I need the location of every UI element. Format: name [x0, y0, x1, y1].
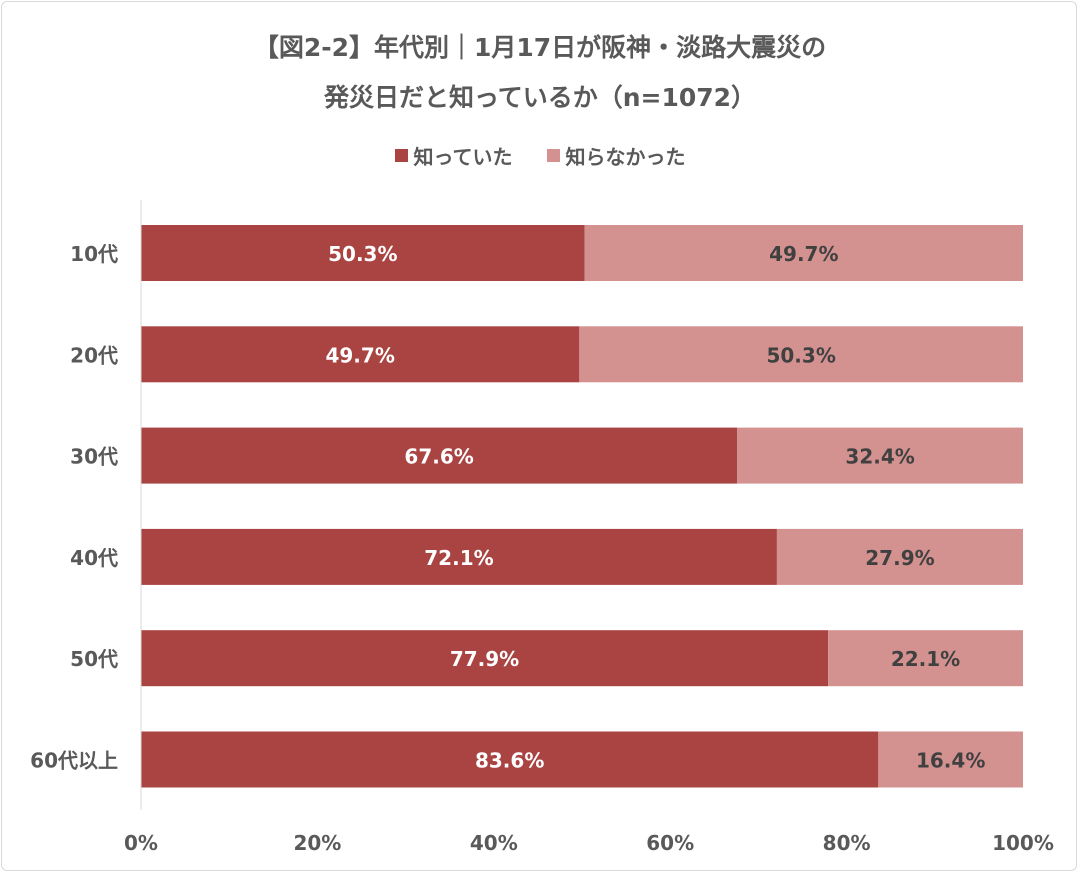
x-tick-label: 60%: [646, 831, 694, 855]
category-label: 40代: [70, 546, 118, 570]
x-tick-label: 40%: [470, 831, 518, 855]
x-tick-label: 80%: [823, 831, 871, 855]
legend-item-known: 知っていた: [394, 141, 513, 170]
bar-segment-known: [141, 225, 585, 281]
data-label: 50.3%: [766, 343, 835, 367]
legend-item-unknown: 知らなかった: [546, 141, 686, 170]
category-label: 10代: [70, 242, 118, 266]
legend-label-unknown: 知らなかった: [565, 145, 686, 169]
legend: 知っていた 知らなかった: [0, 141, 1080, 170]
x-tick-label: 20%: [293, 831, 341, 855]
bar-segment-known: [141, 326, 580, 383]
bar-segment-known: [141, 427, 738, 484]
data-label: 50.3%: [328, 242, 397, 266]
data-label: 49.7%: [325, 343, 394, 367]
data-label: 67.6%: [404, 445, 473, 469]
category-label: 20代: [70, 343, 118, 367]
x-tick-label: 100%: [992, 831, 1054, 855]
bar-segment-unknown: [828, 630, 1023, 687]
data-label: 32.4%: [845, 445, 914, 469]
bar-segment-unknown: [579, 326, 1023, 383]
data-label: 72.1%: [424, 546, 493, 570]
bar-segment-unknown: [737, 427, 1023, 484]
data-label: 22.1%: [891, 647, 960, 671]
category-label: 30代: [70, 445, 118, 469]
legend-label-known: 知っていた: [413, 145, 513, 169]
bar-segment-unknown: [776, 528, 1023, 585]
legend-swatch-known: [394, 149, 408, 162]
category-label: 60代以上: [30, 749, 118, 773]
data-label: 49.7%: [769, 242, 838, 266]
bar-segment-known: [141, 731, 879, 788]
chart-title-line-1: 【図2-2】年代別｜1月17日が阪神・淡路大震災の: [253, 33, 827, 62]
bar-segment-unknown: [878, 731, 1023, 788]
data-label: 77.9%: [450, 647, 519, 671]
chart-title-line-2: 発災日だと知っているか（n=1072）: [323, 83, 757, 112]
data-label: 83.6%: [475, 749, 544, 773]
data-label: 16.4%: [916, 749, 985, 773]
x-tick-label: 0%: [124, 831, 158, 855]
bar-segment-known: [141, 528, 777, 585]
category-label: 50代: [70, 647, 118, 671]
data-label: 27.9%: [865, 546, 934, 570]
legend-swatch-unknown: [546, 149, 560, 162]
bar-segment-known: [141, 630, 829, 687]
bar-segment-unknown: [584, 225, 1023, 281]
